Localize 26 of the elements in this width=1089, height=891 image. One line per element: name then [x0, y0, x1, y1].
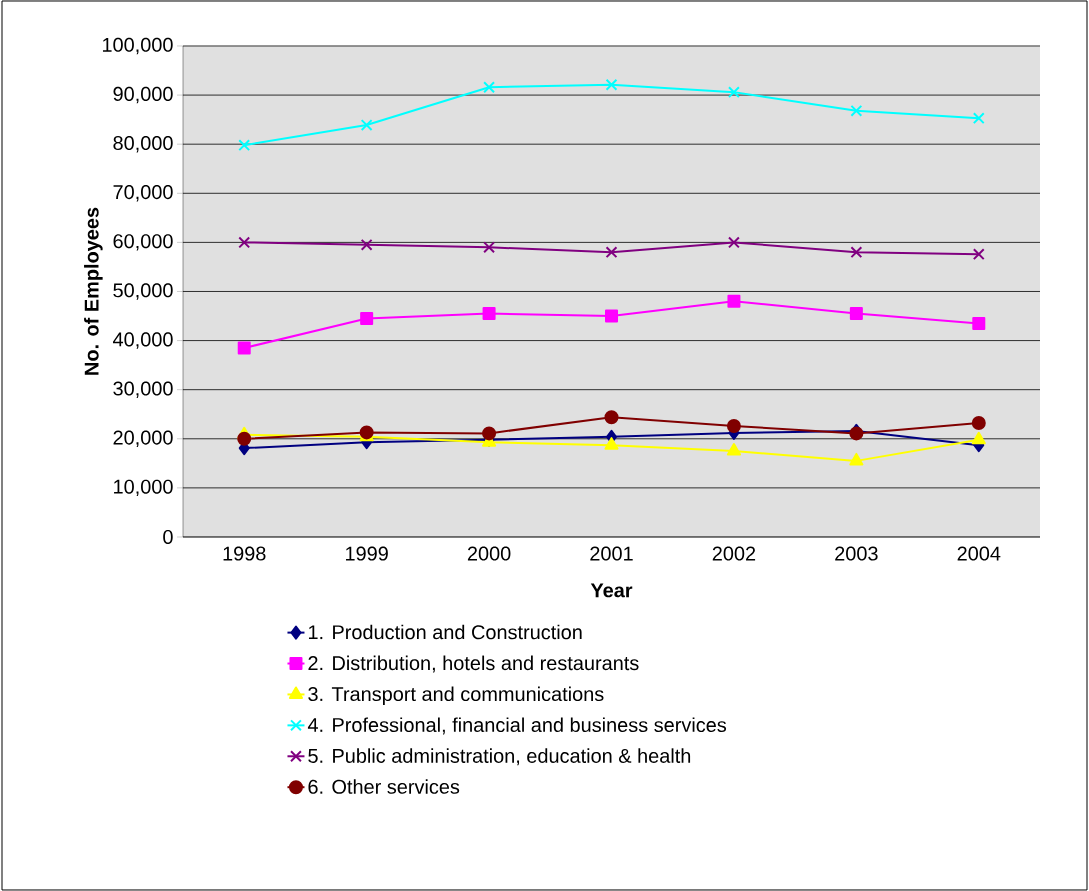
x-tick-label: 2004 [957, 546, 1001, 561]
y-tick-label: 90,000 [113, 86, 173, 104]
x-tick-label: 2001 [590, 546, 633, 561]
y-tick-label: 70,000 [113, 185, 173, 202]
legend-label: 5. Public administration, education & health [308, 748, 691, 766]
x-axis-title: Year [590, 583, 633, 598]
x-tick-label: 2002 [712, 546, 756, 561]
legend-label: 1. Production and Construction [308, 624, 582, 640]
legend-label: 4. Professional, financial and business services [307, 717, 727, 735]
y-axis-title: No. of Employees [84, 207, 103, 375]
y-tick-label: 0 [163, 529, 173, 545]
legend-label: 2. Distribution, hotels and restaurants [308, 655, 639, 673]
y-tick-label: 100,000 [102, 37, 173, 55]
legend-label: 3. Transport and communications [308, 686, 604, 706]
legend-label: 6. Other services [308, 779, 460, 794]
y-tick-label: 30,000 [113, 381, 173, 398]
y-tick-label: 50,000 [113, 283, 173, 300]
y-tick-label: 10,000 [114, 479, 173, 497]
x-tick-label: 1998 [223, 546, 266, 561]
y-tick-label: 80,000 [113, 135, 173, 153]
y-tick-label: 60,000 [113, 234, 173, 251]
x-tick-label: 1999 [346, 546, 388, 561]
y-tick-label: 40,000 [113, 332, 173, 349]
x-tick-label: 2000 [467, 546, 511, 561]
y-tick-label: 20,000 [113, 430, 173, 448]
x-tick-label: 2003 [835, 546, 878, 561]
